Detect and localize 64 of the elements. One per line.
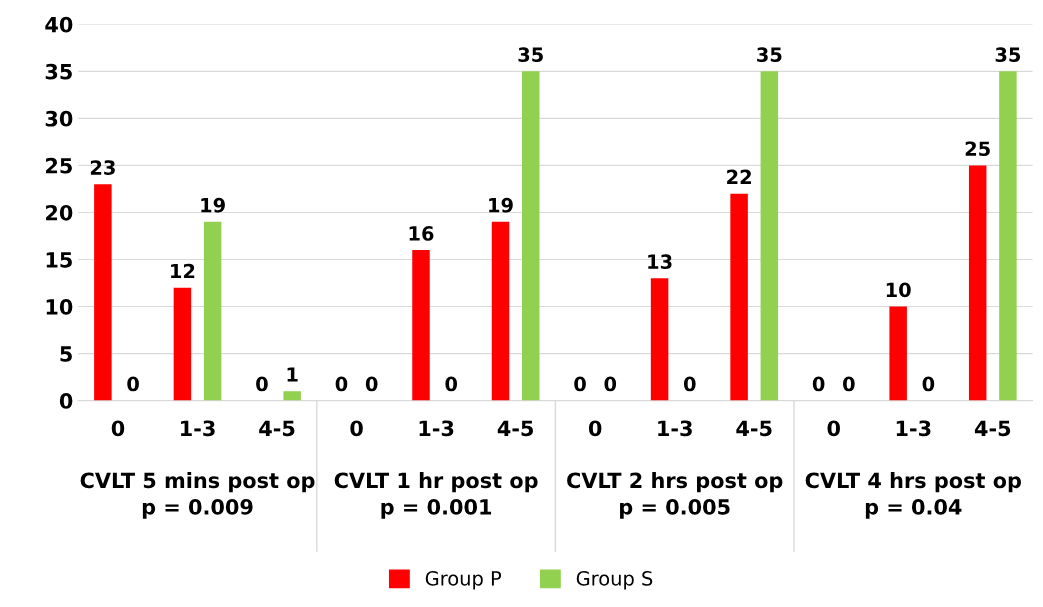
x-tick-label: 1-3 — [181, 420, 215, 437]
data-label: 0 — [365, 376, 378, 392]
y-tick-label: 35 — [45, 63, 72, 80]
x-tick-label: 4-5 — [259, 420, 295, 437]
bar — [412, 250, 430, 401]
data-label: 0 — [335, 376, 348, 392]
data-label: 23 — [90, 160, 115, 175]
data-label: 13 — [648, 254, 672, 269]
data-label: 19 — [201, 197, 225, 213]
data-label: 35 — [757, 47, 782, 62]
y-tick-label: 25 — [46, 157, 72, 174]
y-tick-label: 0 — [59, 393, 73, 409]
y-tick-label: 40 — [45, 16, 73, 33]
bar — [491, 221, 510, 401]
bar — [730, 193, 748, 401]
bar — [203, 221, 222, 401]
x-tick-label: 0 — [827, 420, 840, 437]
x-tick-label: 4-5 — [974, 420, 1011, 437]
x-tick-label: 4-5 — [497, 420, 533, 437]
data-label: 0 — [574, 376, 586, 392]
x-tick-label: 1-3 — [896, 420, 931, 437]
data-label: 19 — [489, 197, 513, 213]
data-label: 10 — [886, 282, 911, 298]
data-label: 0 — [127, 376, 139, 392]
text: CVLT 5 mins post op p = 0.009 — [80, 472, 315, 519]
x-tick-label: 0 — [350, 420, 363, 437]
x-tick-label: 0 — [588, 420, 602, 437]
text: CVLT 2 hrs post op p = 0.005 — [567, 472, 783, 519]
data-label: 0 — [604, 376, 617, 392]
data-label: 35 — [518, 47, 543, 62]
data-label: 22 — [727, 169, 751, 185]
data-label: 0 — [843, 376, 855, 392]
data-label: 0 — [922, 376, 935, 392]
data-label: 35 — [995, 47, 1021, 62]
y-tick-label: 10 — [46, 298, 73, 315]
data-label: 1 — [287, 367, 298, 382]
legend-label: Group S — [576, 571, 653, 590]
data-label: 0 — [445, 376, 458, 392]
data-label: 0 — [812, 376, 825, 392]
x-tick-label: 1-3 — [419, 420, 454, 437]
x-tick-label: 0 — [111, 420, 125, 437]
legend-label: Group P — [425, 571, 502, 590]
y-tick-label: 20 — [46, 204, 73, 221]
y-tick-label: 15 — [46, 252, 72, 268]
data-label: 25 — [965, 141, 990, 157]
text: CVLT 4 hrs post op p = 0.04 — [805, 472, 1021, 519]
y-tick-label: 5 — [60, 346, 72, 362]
data-label: 16 — [409, 226, 434, 241]
y-tick-label: 30 — [45, 110, 73, 127]
x-tick-label: 1-3 — [658, 420, 692, 437]
bar — [999, 71, 1017, 401]
data-label: 0 — [256, 376, 268, 392]
bar — [173, 287, 192, 401]
bar — [283, 391, 301, 401]
x-tick-label: 4-5 — [736, 420, 772, 437]
bar — [94, 184, 112, 401]
bar — [522, 71, 540, 401]
text: CVLT 1 hr post op p = 0.001 — [334, 472, 538, 519]
bar — [889, 306, 907, 401]
data-label: 0 — [683, 376, 696, 392]
data-label: 12 — [171, 263, 195, 279]
bar — [650, 278, 669, 401]
bar — [760, 71, 779, 401]
bar — [968, 165, 987, 401]
